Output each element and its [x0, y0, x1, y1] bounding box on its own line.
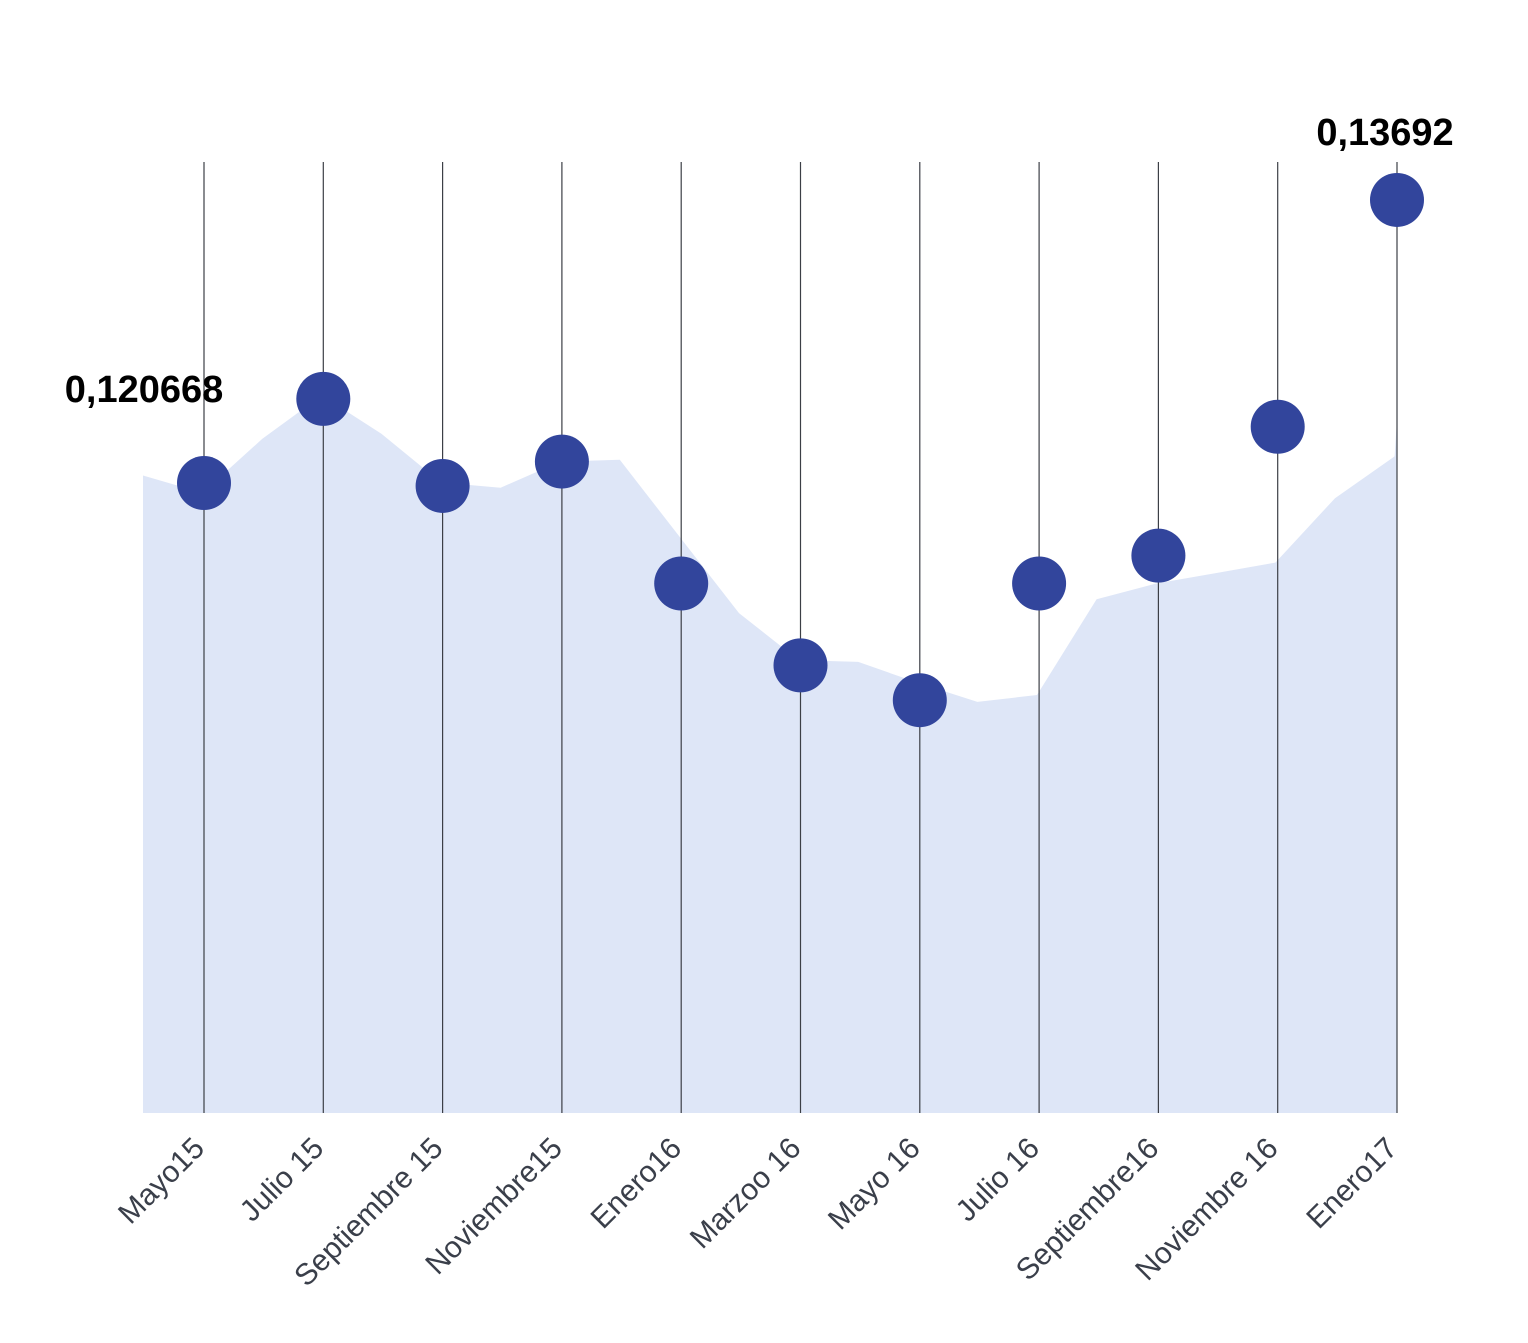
x-tick-label: Enero16 [585, 1132, 689, 1236]
x-tick-label: Julio 16 [950, 1132, 1046, 1228]
data-label: 0,13692 [1316, 112, 1453, 154]
data-point [892, 673, 947, 728]
data-point [415, 458, 470, 513]
data-point [1250, 399, 1305, 454]
data-point [1131, 528, 1186, 583]
data-labels: 0,120668 0,13692 [65, 112, 1454, 411]
data-point [296, 371, 351, 426]
x-tick-label: Julio 15 [234, 1132, 330, 1228]
x-tick-label: Enero17 [1300, 1132, 1404, 1236]
data-points [177, 172, 1424, 728]
area-fill [143, 364, 1397, 1113]
data-point [1012, 556, 1067, 611]
data-point [177, 456, 231, 511]
data-point [534, 434, 589, 489]
x-tick-label: Mayo 16 [822, 1132, 927, 1237]
data-point [1370, 172, 1424, 227]
data-point [654, 556, 709, 611]
data-point [773, 638, 828, 693]
x-tick-label: Mayo15 [112, 1132, 211, 1231]
gridlines [203, 162, 1398, 1113]
data-label: 0,120668 [65, 369, 224, 411]
x-tick-label: Marzoo 16 [684, 1132, 808, 1256]
